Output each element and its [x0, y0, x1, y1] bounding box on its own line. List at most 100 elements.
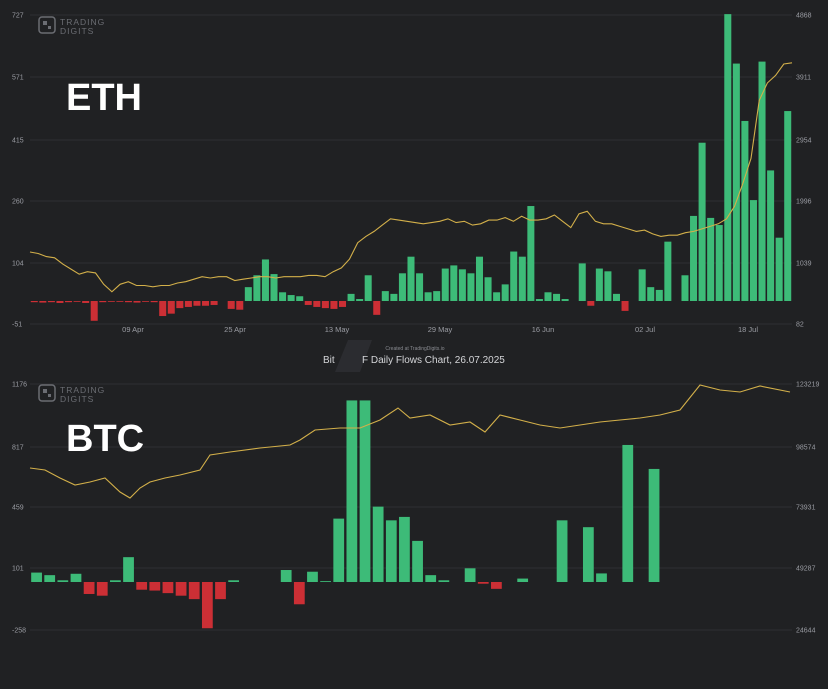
flow-bar — [244, 287, 252, 301]
flow-bar — [333, 518, 345, 582]
flow-bar — [99, 301, 107, 303]
flow-bar — [364, 275, 372, 301]
flow-bar — [150, 301, 158, 303]
flow-bar — [647, 287, 655, 301]
flow-bar — [407, 256, 415, 301]
x-tick-label: 25 Apr — [224, 325, 246, 334]
flow-bar — [193, 301, 201, 306]
eth-price-line — [29, 62, 793, 293]
credit-text: Created at TradingDigits.io — [385, 346, 444, 352]
flow-bar — [296, 296, 304, 301]
logo-icon-dot — [43, 21, 47, 25]
btc-asset-label: BTC — [66, 418, 144, 460]
btc-left-axis: 1176 817 459 101 -258 — [12, 382, 27, 635]
right-tick-label: 49287 — [796, 566, 816, 573]
flow-bar — [715, 225, 723, 301]
flow-bar — [175, 582, 187, 596]
flow-bar — [416, 273, 424, 301]
flow-bar — [202, 301, 210, 306]
left-tick-label: -258 — [12, 628, 26, 635]
flow-bar — [381, 291, 389, 301]
flow-bar — [347, 293, 355, 301]
flow-bar — [287, 295, 295, 301]
right-tick-label: 2954 — [796, 138, 812, 145]
flow-bar — [96, 582, 108, 596]
x-tick-label: 02 Jul — [635, 325, 655, 334]
flow-bar — [501, 284, 509, 301]
flow-bar — [167, 301, 175, 314]
btc-gridlines — [30, 383, 792, 631]
flow-bar — [253, 275, 261, 301]
flow-bar — [690, 215, 698, 301]
flow-bar — [587, 301, 595, 306]
flow-bar — [136, 582, 148, 590]
flow-bar — [373, 301, 381, 315]
btc-flow-bars — [31, 400, 660, 629]
flow-bar — [227, 301, 235, 309]
flow-bar — [510, 251, 518, 301]
right-tick-label: 82 — [796, 322, 804, 329]
flow-bar — [162, 582, 174, 594]
flow-bar — [31, 572, 42, 582]
flow-bar — [596, 573, 607, 582]
flow-bar — [561, 299, 569, 301]
logo-icon-dot — [48, 394, 51, 397]
flow-bar — [57, 580, 69, 582]
flow-bar — [307, 571, 318, 582]
flow-bar — [491, 582, 502, 589]
flow-bar — [412, 540, 423, 582]
flow-bar — [475, 256, 483, 301]
flow-bar — [458, 269, 466, 301]
left-tick-label: 571 — [12, 75, 24, 82]
x-tick-label: 29 May — [428, 325, 453, 334]
flow-bar — [464, 568, 476, 582]
right-tick-label: 123219 — [796, 382, 819, 389]
flow-bar — [399, 516, 410, 582]
flow-bar — [767, 170, 775, 301]
flow-bar — [293, 582, 305, 605]
x-tick-label: 16 Jun — [532, 325, 555, 334]
flow-bar — [424, 292, 432, 301]
left-tick-label: 104 — [12, 261, 24, 268]
left-tick-label: 101 — [12, 566, 24, 573]
flow-bar — [304, 301, 312, 305]
flow-bar — [320, 581, 331, 582]
flow-bar — [775, 237, 783, 301]
flow-bar — [159, 301, 167, 317]
flow-bar — [582, 527, 594, 582]
flow-bar — [425, 575, 437, 582]
flow-bar — [758, 61, 766, 301]
flow-bar — [188, 582, 200, 600]
flow-bar — [339, 301, 347, 307]
right-tick-label: 98574 — [796, 445, 816, 452]
flow-bar — [210, 301, 218, 305]
flow-bar — [477, 582, 489, 584]
flow-bar — [372, 506, 384, 582]
flow-bar — [612, 293, 620, 301]
flow-bar — [110, 580, 121, 582]
eth-x-axis: 09 Apr 25 Apr 13 May 29 May 16 Jun 02 Jul 18 J… — [122, 325, 758, 334]
flow-bar — [544, 292, 552, 301]
flow-bar — [124, 301, 132, 303]
flow-bar — [142, 301, 150, 302]
right-tick-label: 4868 — [796, 13, 812, 20]
flow-bar — [707, 217, 715, 301]
flow-bar — [184, 301, 192, 307]
flow-bar — [638, 269, 646, 301]
right-tick-label: 24644 — [796, 628, 816, 635]
flow-bar — [450, 265, 458, 301]
flow-bar — [493, 292, 501, 301]
right-tick-label: 1996 — [796, 199, 812, 206]
eth-asset-label: ETH — [66, 77, 142, 119]
flow-bar — [655, 289, 663, 301]
flow-bar — [39, 301, 47, 303]
eth-gridlines — [30, 14, 792, 325]
flow-bar — [622, 444, 634, 582]
flow-bar — [149, 582, 161, 591]
flow-bar — [261, 259, 269, 301]
x-tick-label: 13 May — [325, 325, 350, 334]
flow-bar — [228, 580, 240, 582]
flow-bar — [398, 273, 406, 301]
flow-bar — [270, 274, 278, 301]
